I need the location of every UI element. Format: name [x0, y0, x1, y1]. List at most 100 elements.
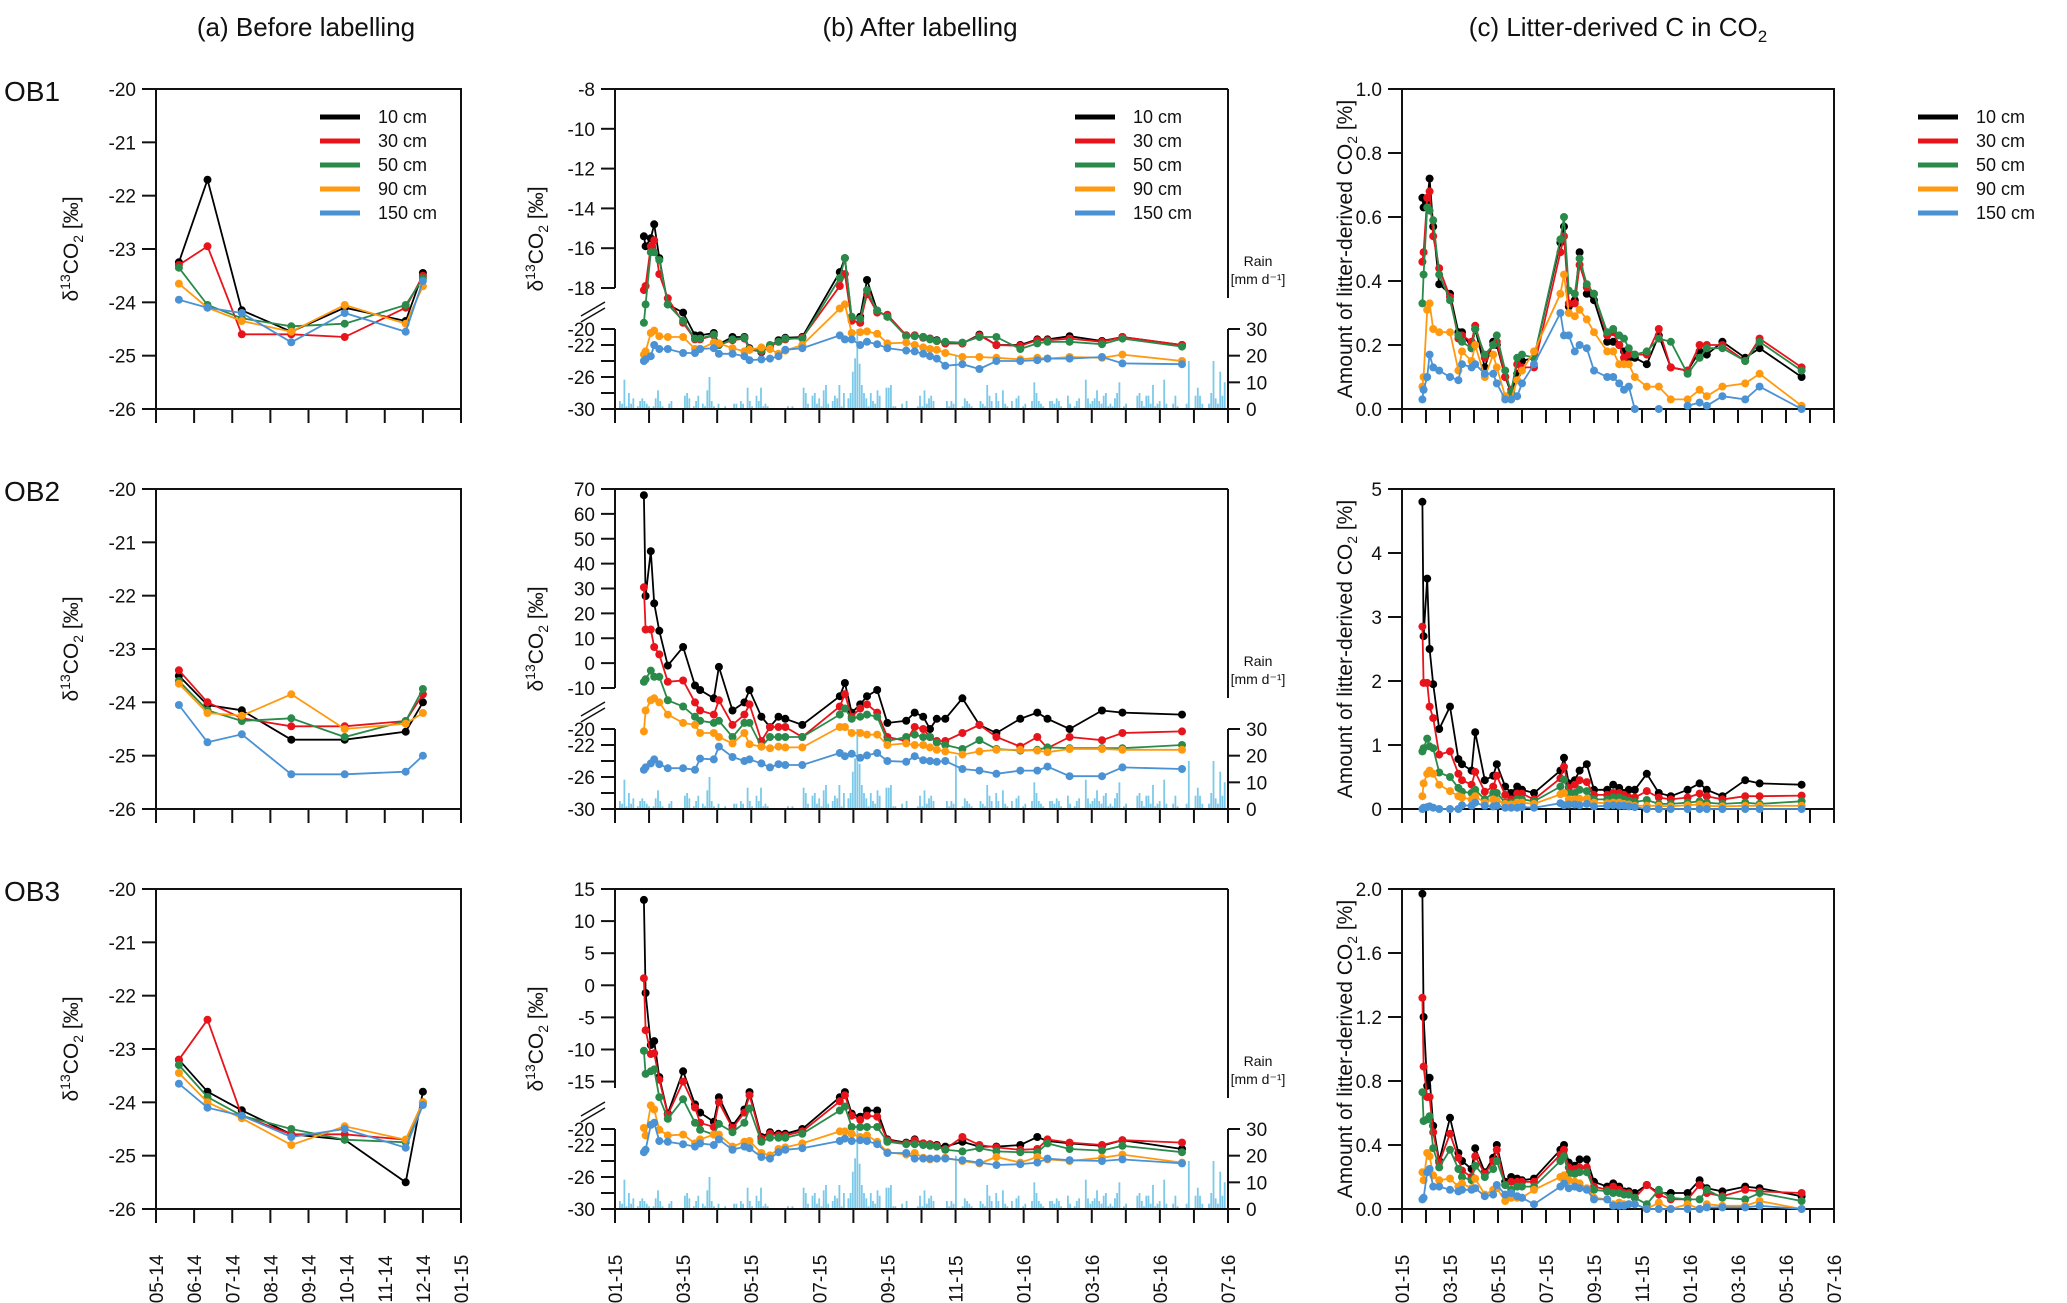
rain-bar — [984, 406, 986, 409]
data-point — [679, 333, 688, 341]
rain-bar — [988, 795, 991, 809]
rain-bar — [742, 803, 744, 809]
data-point — [932, 714, 941, 723]
rain-bar — [955, 355, 957, 409]
rain-bar — [632, 398, 635, 409]
rain-bar — [867, 406, 870, 409]
data-point — [1513, 392, 1522, 401]
rain-bar — [1147, 395, 1150, 409]
data-point — [1118, 359, 1127, 368]
rain-bar — [755, 1195, 758, 1209]
rain-tick-label: 10 — [1246, 373, 1267, 394]
data-point — [1702, 805, 1711, 813]
data-point — [919, 712, 928, 721]
rain-bar — [764, 403, 767, 409]
data-point — [1435, 768, 1444, 777]
data-point — [926, 1141, 934, 1150]
rain-bar — [836, 1198, 839, 1209]
data-point — [926, 335, 934, 344]
data-point — [691, 1103, 699, 1112]
rain-bar — [1212, 361, 1215, 409]
data-point — [641, 706, 650, 715]
rain-bar — [827, 803, 830, 809]
data-point — [910, 730, 919, 739]
panel-title-b: (b) After labelling — [822, 12, 1017, 42]
rain-bar — [659, 1201, 662, 1209]
data-point — [650, 1105, 659, 1114]
data-point — [1683, 369, 1692, 378]
rain-bar — [995, 1193, 998, 1209]
rain-bar — [1163, 779, 1166, 809]
subscript: 2 — [70, 235, 86, 243]
data-point — [1480, 787, 1489, 796]
rain-bar — [1087, 1198, 1089, 1209]
data-point — [873, 712, 882, 721]
data-point — [840, 752, 849, 761]
rain-bar — [802, 1187, 805, 1209]
rain-bar — [1143, 406, 1145, 409]
data-point — [902, 332, 911, 341]
rain-bar — [885, 387, 888, 409]
data-point — [975, 720, 984, 729]
data-point — [1575, 794, 1584, 803]
rain-bar — [701, 403, 704, 409]
rain-bar — [1158, 401, 1161, 409]
rain-bar — [1051, 1201, 1054, 1209]
rain-bar — [686, 1193, 688, 1209]
y-tick-label: -26 — [568, 368, 595, 389]
rain-bar — [661, 406, 664, 409]
rain-bar — [697, 795, 700, 809]
data-point — [975, 1158, 984, 1167]
data-point — [1575, 254, 1584, 263]
data-point — [639, 727, 648, 736]
data-point — [1489, 341, 1498, 349]
superscript: 13 — [522, 1064, 538, 1080]
data-point — [696, 1139, 705, 1148]
y-tick-label: -23 — [109, 640, 136, 661]
rain-bar — [670, 801, 673, 809]
data-point — [958, 353, 967, 361]
series-line-a-2-10cm — [178, 1059, 424, 1184]
rain-bar — [1098, 801, 1101, 809]
rain-bar — [641, 1198, 644, 1209]
rain-bar — [1154, 1206, 1157, 1209]
data-point — [287, 1125, 296, 1133]
legend-label-90cm: 90 cm — [1976, 179, 2025, 199]
data-point — [237, 711, 246, 720]
series-line-c-1-10cm — [1421, 501, 1802, 798]
rain-bar — [1187, 361, 1190, 409]
data-point — [1016, 345, 1025, 353]
rain-bar — [1051, 401, 1054, 409]
data-point — [1642, 1181, 1651, 1189]
data-point — [1718, 805, 1727, 813]
data-point — [641, 592, 650, 600]
rain-tick-label: 10 — [1246, 773, 1267, 794]
rain-bar — [843, 393, 845, 409]
rain-bar — [1221, 395, 1224, 409]
data-point — [401, 767, 410, 776]
data-point — [1642, 382, 1651, 391]
y-tick-label: -21 — [109, 533, 136, 554]
data-point — [926, 725, 934, 733]
y-tick-label: 0 — [584, 654, 595, 675]
rain-bar — [628, 793, 630, 809]
rain-bar — [710, 801, 713, 809]
data-point — [639, 318, 648, 327]
data-point — [910, 1154, 919, 1163]
y-tick-label: -22 — [109, 587, 136, 608]
data-point — [1419, 1193, 1428, 1202]
rain-bar — [742, 1203, 744, 1209]
rain-bar — [863, 793, 865, 809]
data-point — [1423, 373, 1432, 381]
data-point — [958, 745, 967, 753]
rain-bar — [887, 387, 890, 409]
data-point — [1429, 1182, 1438, 1191]
rain-bar — [890, 385, 892, 409]
rain-bar — [1221, 795, 1224, 809]
data-point — [1642, 796, 1651, 804]
rain-bar — [1060, 406, 1063, 409]
rain-bar — [1116, 1193, 1118, 1209]
data-point — [1695, 385, 1704, 394]
data-point — [1530, 1200, 1538, 1209]
data-point — [709, 1141, 718, 1149]
